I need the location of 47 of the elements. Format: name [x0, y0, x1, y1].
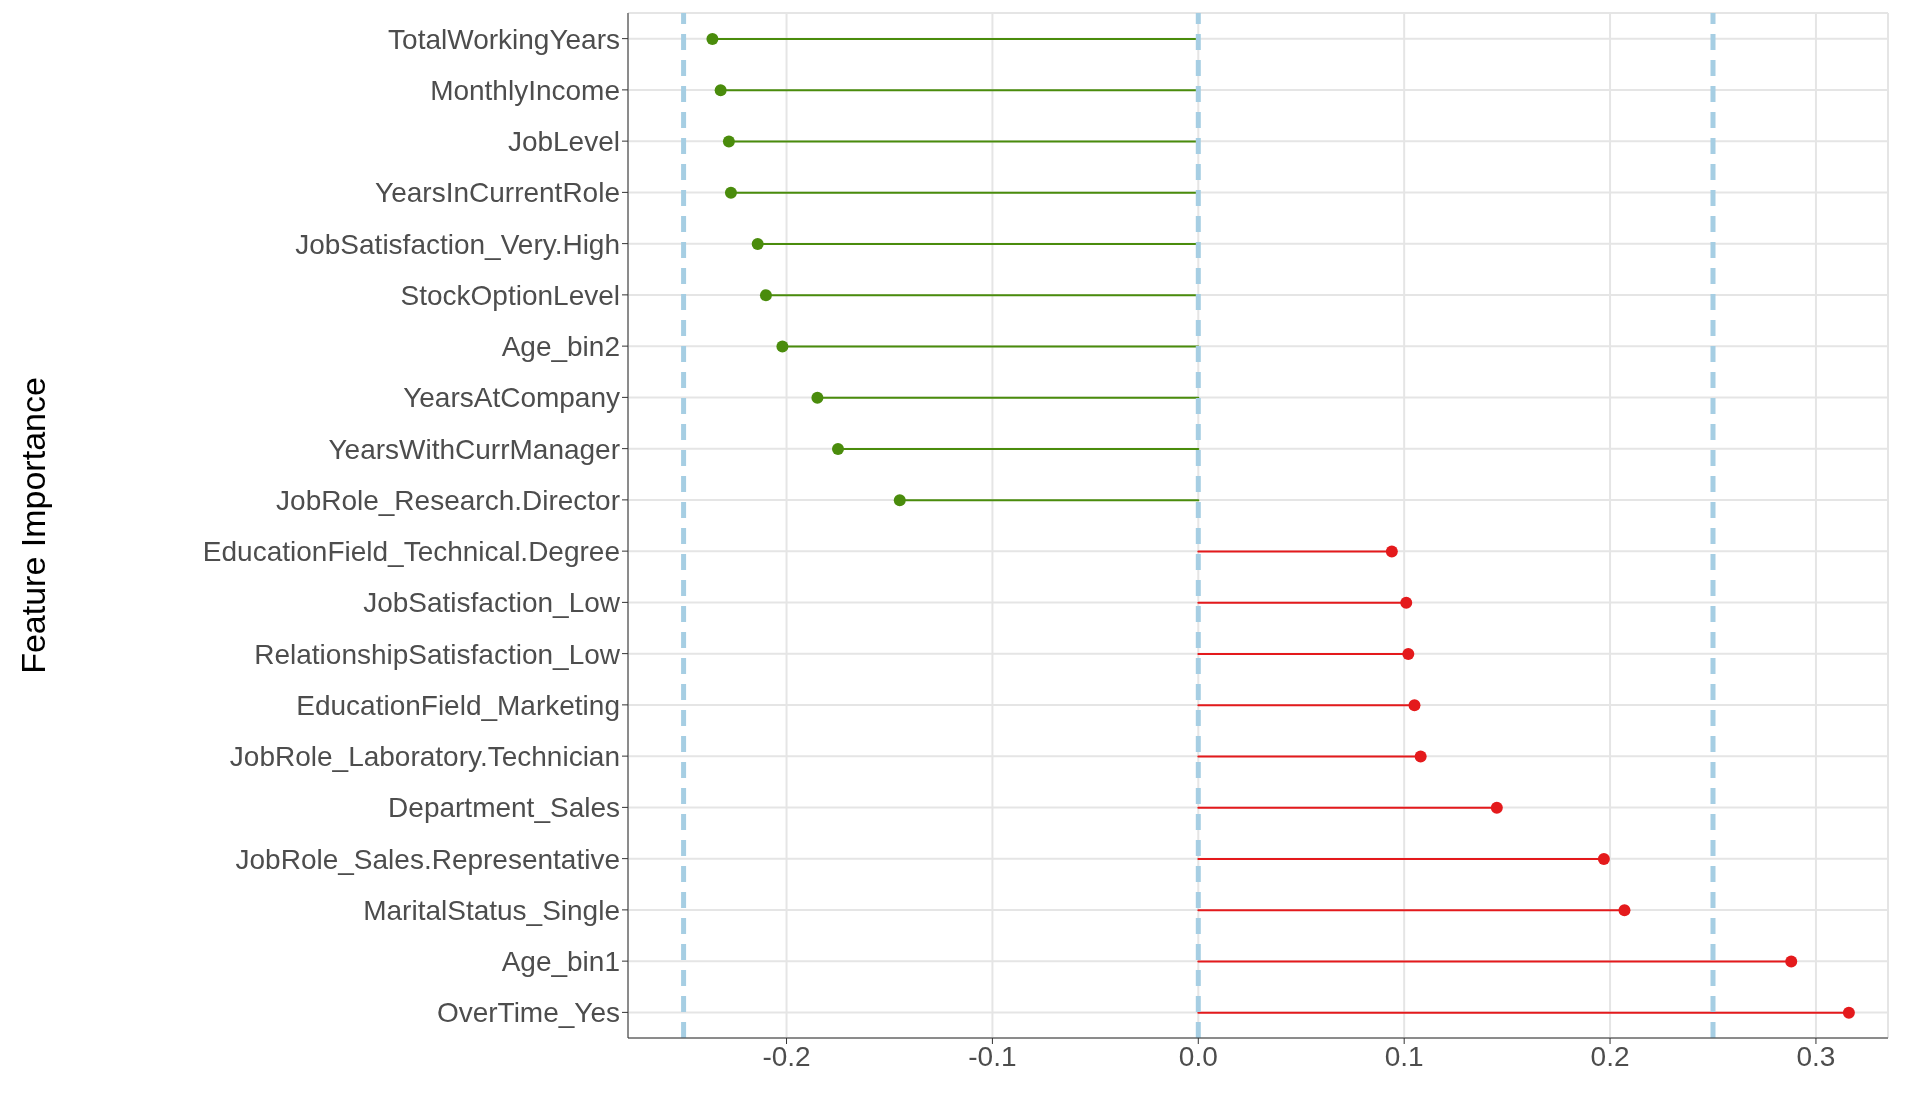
y-tick-label: Age_bin2	[501, 331, 620, 363]
y-tick-label: MonthlyIncome	[430, 74, 620, 106]
y-tick-label: JobSatisfaction_Very.High	[295, 228, 620, 260]
x-tick-label: 0.2	[1590, 1040, 1630, 1072]
point	[776, 340, 789, 353]
y-tick-label: MaritalStatus_Single	[363, 894, 620, 926]
point	[811, 391, 824, 404]
y-axis-title: Feature Importance	[14, 377, 53, 674]
y-tick-label: JobSatisfaction_Low	[363, 587, 621, 619]
point	[714, 84, 727, 97]
y-tick-label: Age_bin1	[501, 946, 620, 978]
point	[893, 494, 906, 507]
point	[1414, 750, 1427, 763]
y-tick-label: EducationField_Marketing	[296, 689, 620, 721]
point	[1402, 648, 1415, 660]
point	[1408, 699, 1421, 712]
y-tick-label: YearsInCurrentRole	[375, 177, 620, 209]
point	[1785, 955, 1798, 968]
y-tick-label: TotalWorkingYears	[388, 23, 620, 55]
y-tick-label: JobRole_Laboratory.Technician	[229, 741, 620, 773]
point	[724, 186, 737, 199]
point	[832, 443, 844, 455]
point	[1597, 853, 1610, 865]
y-tick-label: RelationshipSatisfaction_Low	[254, 638, 621, 670]
y-tick-label: StockOptionLevel	[400, 279, 620, 311]
point	[759, 289, 772, 302]
x-tick-label: -0.2	[762, 1040, 811, 1072]
y-tick-label: JobLevel	[507, 126, 620, 158]
y-tick-label: EducationField_Technical.Degree	[202, 536, 620, 568]
x-tick-label: -0.1	[968, 1040, 1017, 1072]
y-tick-label: JobRole_Sales.Representative	[235, 843, 620, 875]
y-tick-label: YearsAtCompany	[403, 382, 620, 414]
point	[1385, 545, 1398, 558]
y-tick-label: YearsWithCurrManager	[328, 433, 620, 465]
point	[1490, 801, 1503, 814]
x-tick-label: 0.3	[1796, 1040, 1836, 1072]
x-tick-label: 0.1	[1384, 1040, 1424, 1072]
y-tick-label: Department_Sales	[388, 792, 620, 824]
y-tick-label: JobRole_Research.Director	[276, 484, 620, 516]
point	[1842, 1006, 1855, 1019]
point	[706, 33, 719, 45]
point	[722, 135, 735, 148]
point	[751, 238, 764, 250]
point	[1400, 596, 1413, 609]
y-tick-label: OverTime_Yes	[436, 997, 620, 1029]
point	[1618, 904, 1631, 917]
x-tick-label: 0.0	[1178, 1040, 1218, 1072]
